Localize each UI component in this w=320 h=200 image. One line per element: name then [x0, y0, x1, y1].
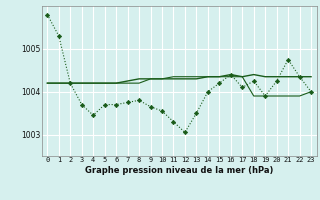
X-axis label: Graphe pression niveau de la mer (hPa): Graphe pression niveau de la mer (hPa): [85, 166, 273, 175]
